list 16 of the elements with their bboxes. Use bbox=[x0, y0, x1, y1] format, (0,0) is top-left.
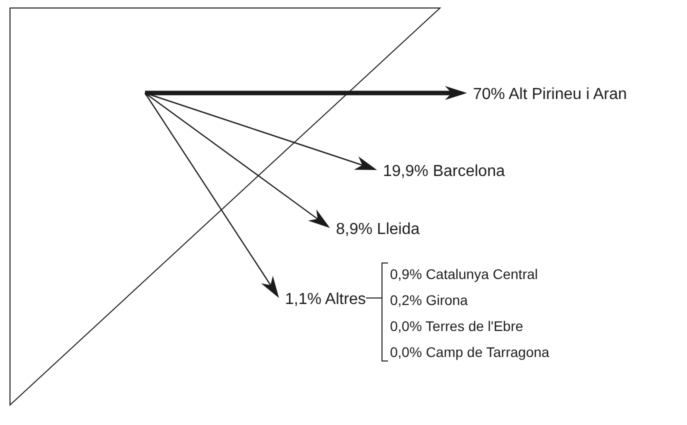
category-label: Camp de Tarragona bbox=[426, 344, 550, 360]
data-label: 0,0% bbox=[390, 318, 426, 334]
data-label: 0,0% bbox=[390, 344, 426, 360]
category-label: Barcelona bbox=[432, 163, 505, 180]
data-label: 0,2% bbox=[390, 292, 426, 308]
data-label: 19,9% bbox=[383, 163, 433, 180]
category-label: Girona bbox=[426, 292, 468, 308]
category-label: Alt Pirineu i Aran bbox=[508, 86, 627, 103]
data-label: 8,9% bbox=[336, 221, 377, 238]
data-label: 1,1% bbox=[285, 291, 326, 308]
category-label: Terres de l'Ebre bbox=[426, 318, 524, 334]
category-label: Lleida bbox=[376, 221, 420, 238]
data-label: 70% bbox=[473, 86, 509, 103]
category-label: Catalunya Central bbox=[426, 266, 538, 282]
data-label: 0,9% bbox=[390, 266, 426, 282]
category-label: Altres bbox=[325, 291, 366, 308]
